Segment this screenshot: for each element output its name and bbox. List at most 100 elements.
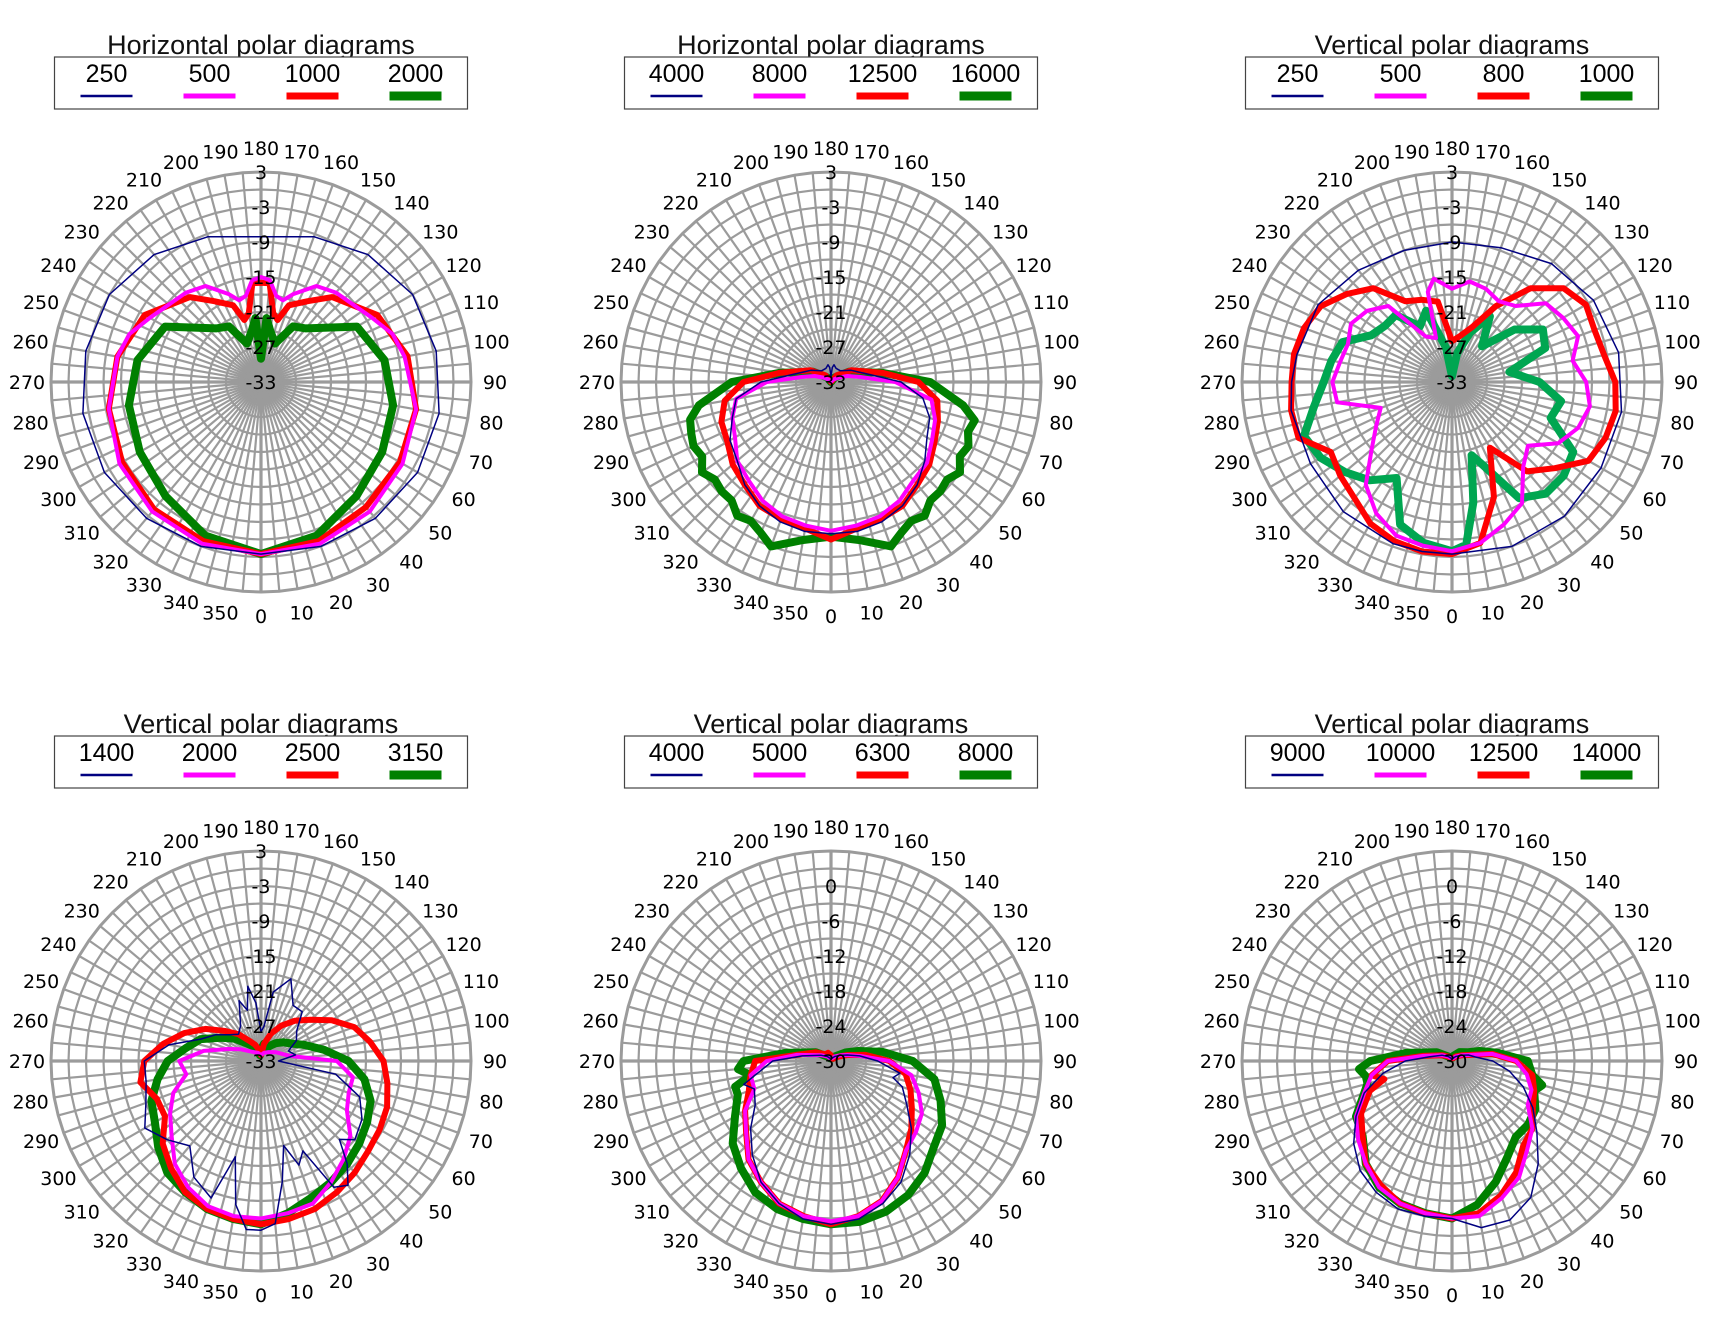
- angle-tick-label: 180: [1434, 138, 1470, 160]
- grid-spoke: [1451, 199, 1558, 383]
- grid-spoke: [633, 1059, 832, 1134]
- angle-tick-label: 260: [1203, 1010, 1239, 1032]
- angle-tick-label: 280: [12, 1092, 48, 1114]
- grid-spoke: [260, 199, 367, 383]
- angle-tick-label: 70: [1039, 452, 1063, 474]
- angle-tick-label: 50: [998, 1201, 1022, 1223]
- angle-tick-label: 330: [696, 575, 732, 597]
- grid-spoke: [669, 381, 832, 518]
- radial-tick-label: -3: [252, 197, 271, 219]
- angle-tick-label: 40: [1590, 1230, 1614, 1252]
- angle-tick-label: 240: [1231, 255, 1267, 277]
- grid-spoke: [88, 1060, 262, 1183]
- grid-spoke: [793, 854, 833, 1062]
- series-curves: [728, 1047, 947, 1229]
- angle-tick-label: 300: [40, 489, 76, 511]
- grid-spoke: [1261, 971, 1453, 1062]
- grid-spoke: [171, 870, 262, 1062]
- grid-spoke: [758, 863, 833, 1062]
- legend-label-12500: 12500: [1469, 739, 1539, 767]
- grid-spoke: [1254, 1059, 1453, 1134]
- angle-tick-label: 120: [445, 255, 481, 277]
- angle-tick-label: 270: [9, 1051, 45, 1073]
- angle-tick-label: 260: [12, 331, 48, 353]
- angle-tick-label: 30: [366, 1254, 390, 1276]
- grid-spoke: [830, 971, 1022, 1062]
- grid-spoke: [1396, 381, 1454, 586]
- grid-spoke: [1254, 309, 1453, 384]
- grid-spoke: [139, 1060, 262, 1234]
- chart-title: Vertical polar diagrams: [124, 709, 399, 739]
- angle-tick-label: 330: [696, 1254, 732, 1276]
- angle-tick-label: 130: [422, 222, 458, 244]
- radial-tick-label: -18: [1436, 981, 1467, 1003]
- grid-spoke: [260, 381, 434, 504]
- grid-spoke: [70, 292, 262, 383]
- grid-spoke: [811, 381, 833, 592]
- series-line-4000: [729, 364, 931, 535]
- angle-tick-label: 90: [1053, 1051, 1077, 1073]
- radial-tick-label: 3: [1446, 162, 1458, 184]
- angle-tick-label: 150: [1551, 169, 1587, 191]
- legend-label-250: 250: [86, 60, 128, 88]
- grid-spoke: [830, 1059, 1035, 1117]
- angle-tick-label: 10: [1481, 602, 1505, 624]
- grid-spoke: [1451, 1059, 1650, 1134]
- grid-spoke: [1269, 381, 1453, 488]
- grid-spoke: [648, 381, 832, 488]
- angle-tick-label: 70: [1660, 1131, 1684, 1153]
- angle-tick-label: 0: [825, 1285, 837, 1307]
- grid-spoke: [658, 381, 832, 504]
- chart-title: Vertical polar diagrams: [1315, 30, 1590, 60]
- grid-spoke: [260, 925, 423, 1062]
- angle-tick-label: 150: [1551, 848, 1587, 870]
- angle-tick-label: 170: [1474, 821, 1510, 843]
- grid-spoke: [830, 899, 967, 1062]
- angle-tick-label: 50: [428, 522, 452, 544]
- legend-label-5000: 5000: [752, 739, 808, 767]
- grid-spoke: [1269, 276, 1453, 383]
- angle-tick-label: 210: [1317, 848, 1353, 870]
- grid-spoke: [1362, 1060, 1453, 1252]
- angle-tick-label: 60: [1022, 1168, 1046, 1190]
- grid-spoke: [830, 1060, 937, 1244]
- grid-spoke: [830, 925, 993, 1062]
- radial-tick-label: -15: [245, 946, 276, 968]
- grid-spoke: [155, 1060, 262, 1244]
- angle-tick-label: 270: [579, 1051, 615, 1073]
- grid-spoke: [1450, 857, 1508, 1062]
- legend: 4000 5000 6300 8000: [623, 735, 1039, 789]
- legend: 250 500 1000 2000: [53, 56, 469, 110]
- grid-spoke: [260, 1060, 411, 1211]
- angle-tick-label: 260: [12, 1010, 48, 1032]
- grid-spoke: [1451, 899, 1588, 1062]
- angle-tick-label: 110: [1654, 971, 1690, 993]
- angle-tick-label: 210: [126, 848, 162, 870]
- grid-spoke: [260, 246, 423, 383]
- radial-tick-label: -12: [815, 946, 846, 968]
- grid-spoke: [171, 191, 262, 383]
- grid-spoke: [829, 1060, 869, 1268]
- radial-tick-label: -24: [815, 1016, 846, 1038]
- grid-spoke: [1414, 854, 1454, 1062]
- grid-spoke: [758, 184, 833, 383]
- grid-hub: [1442, 372, 1462, 392]
- angle-tick-label: 10: [290, 602, 314, 624]
- angle-tick-label: 10: [1481, 1281, 1505, 1303]
- grid-spoke: [171, 381, 262, 573]
- grid-spoke: [111, 232, 262, 383]
- angle-tick-label: 190: [772, 142, 808, 164]
- angle-tick-label: 200: [733, 152, 769, 174]
- angle-tick-label: 340: [733, 592, 769, 614]
- angle-tick-label: 90: [1674, 372, 1698, 394]
- angle-tick-label: 350: [1393, 1281, 1429, 1303]
- grid-spoke: [830, 381, 1022, 472]
- chart-title: Vertical polar diagrams: [1315, 709, 1590, 739]
- angle-tick-label: 110: [1033, 971, 1069, 993]
- grid-spoke: [627, 380, 832, 438]
- radial-tick-label: 3: [255, 841, 267, 863]
- grid-spoke: [1242, 380, 1453, 402]
- legend: 9000 10000 12500 14000: [1244, 735, 1660, 789]
